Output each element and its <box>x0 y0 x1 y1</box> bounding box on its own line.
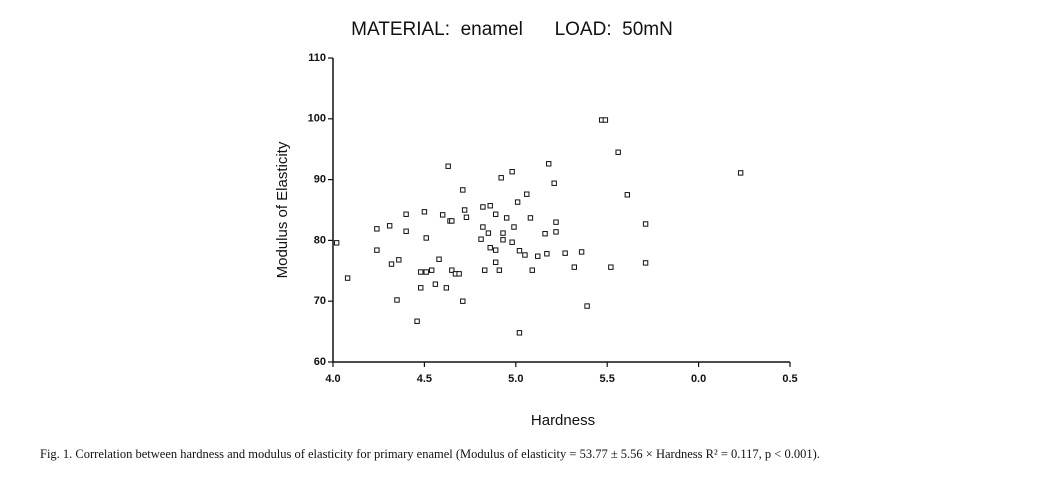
x-tick-label: 4.5 <box>417 373 432 385</box>
point <box>403 228 409 234</box>
x-tick-label: 0.0 <box>691 373 706 385</box>
point <box>516 248 523 254</box>
point <box>553 219 559 225</box>
y-tick-label: 110 <box>308 52 326 64</box>
point <box>396 257 402 263</box>
point <box>551 180 557 186</box>
point <box>403 211 409 217</box>
y-tick-label: 100 <box>308 113 326 125</box>
point <box>482 267 488 273</box>
point <box>516 330 523 336</box>
point <box>615 149 621 155</box>
point <box>624 192 631 198</box>
point <box>414 318 420 324</box>
point <box>542 231 548 237</box>
point <box>642 260 649 266</box>
point <box>498 175 504 181</box>
point <box>503 215 510 221</box>
point <box>423 269 429 275</box>
y-tick-label: 80 <box>314 234 326 246</box>
point <box>578 249 585 255</box>
point <box>421 209 428 215</box>
point <box>478 236 484 242</box>
point <box>514 199 521 205</box>
point <box>511 224 517 230</box>
point <box>429 267 435 273</box>
point <box>443 285 450 291</box>
point <box>418 285 424 291</box>
point <box>388 261 395 267</box>
point <box>492 247 499 253</box>
point <box>461 207 468 213</box>
x-axis-label: Hardness <box>531 412 595 429</box>
point <box>432 281 439 287</box>
y-tick-label: 70 <box>314 295 326 307</box>
chart-title: MATERIAL: enamel LOAD: 50mN <box>351 19 673 40</box>
point <box>737 170 744 176</box>
point <box>480 224 486 230</box>
point <box>562 250 568 256</box>
point <box>480 204 486 210</box>
point <box>608 264 614 270</box>
x-tick-label: 0.5 <box>782 373 797 385</box>
point <box>460 187 466 193</box>
y-tick-label: 90 <box>314 174 326 186</box>
point <box>544 251 550 257</box>
point <box>487 203 493 209</box>
point <box>463 214 470 220</box>
point <box>487 244 493 251</box>
point <box>485 230 492 236</box>
x-tick-label: 5.5 <box>600 373 615 385</box>
point <box>492 211 499 217</box>
point <box>374 247 380 253</box>
point <box>602 117 609 123</box>
point <box>529 267 535 273</box>
x-tick-label: 5.0 <box>508 373 523 385</box>
point <box>571 264 577 270</box>
point <box>492 259 499 265</box>
point <box>546 161 552 167</box>
point <box>460 298 466 304</box>
point <box>333 240 340 246</box>
point <box>418 269 424 275</box>
point <box>522 252 528 258</box>
y-axis-label: Modulus of Elasticity <box>274 141 291 278</box>
point <box>509 168 515 175</box>
point <box>445 163 451 169</box>
caption: Fig. 1. Correlation between hardness and… <box>40 447 820 461</box>
point <box>394 297 400 303</box>
point <box>496 267 503 273</box>
point <box>500 230 506 236</box>
point <box>386 223 393 229</box>
point <box>374 226 380 232</box>
point <box>436 256 442 262</box>
point <box>449 218 455 224</box>
x-tick-label: 4.0 <box>325 373 340 385</box>
point <box>344 275 351 281</box>
point <box>553 229 559 235</box>
point <box>524 191 530 197</box>
point <box>535 253 541 259</box>
point <box>642 221 649 227</box>
point <box>527 215 534 221</box>
point <box>423 235 429 241</box>
point <box>509 239 515 245</box>
point <box>500 237 506 243</box>
point <box>439 212 446 218</box>
point <box>584 303 590 309</box>
point <box>456 271 462 277</box>
point <box>449 267 455 273</box>
y-tick-label: 60 <box>314 356 326 368</box>
